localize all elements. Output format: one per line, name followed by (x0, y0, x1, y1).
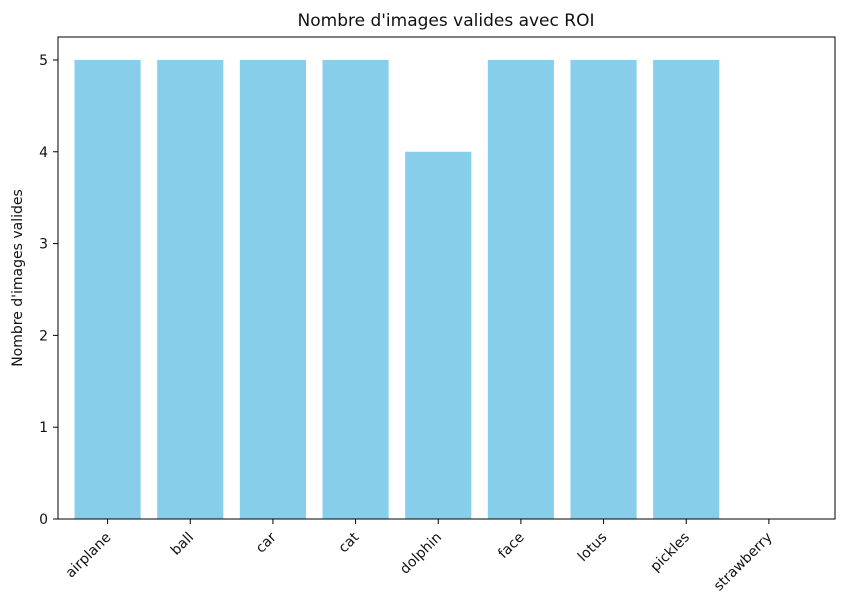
bar-dolphin (405, 151, 472, 519)
x-tick-label-dolphin: dolphin (397, 530, 445, 578)
y-tick-label-3: 3 (39, 237, 48, 253)
x-tick-label-ball: ball (168, 530, 197, 559)
bar-cat (322, 59, 389, 519)
x-tick-label-lotus: lotus (575, 530, 610, 565)
bar-ball (157, 59, 224, 519)
x-tick-label-cat: cat (336, 529, 363, 556)
bar-lotus (570, 59, 637, 519)
y-tick-label-1: 1 (39, 420, 48, 436)
bar-face (487, 59, 554, 519)
y-tick-label-2: 2 (39, 328, 48, 344)
y-tick-label-0: 0 (39, 512, 48, 528)
y-axis-label: Nombre d'images valides (10, 189, 26, 367)
y-tick-label-5: 5 (39, 53, 48, 69)
bars-layer (74, 59, 720, 519)
y-tick-label-4: 4 (39, 145, 48, 161)
plot-frame (57, 36, 836, 520)
x-axis: airplane ball car cat dolphin face lotus pickle… (63, 519, 776, 594)
bar-airplane (74, 59, 141, 519)
x-tick-label-car: car (253, 529, 280, 556)
x-tick-label-airplane: airplane (63, 530, 115, 582)
x-tick-label-pickles: pickles (648, 530, 694, 576)
chart-title: Nombre d'images valides avec ROI (298, 11, 595, 31)
x-tick-label-face: face (495, 530, 527, 562)
y-axis: 0 1 2 3 4 5 (39, 53, 58, 528)
x-tick-label-strawberry: strawberry (711, 530, 776, 595)
bar-car (239, 59, 306, 519)
bar-pickles (653, 59, 720, 519)
